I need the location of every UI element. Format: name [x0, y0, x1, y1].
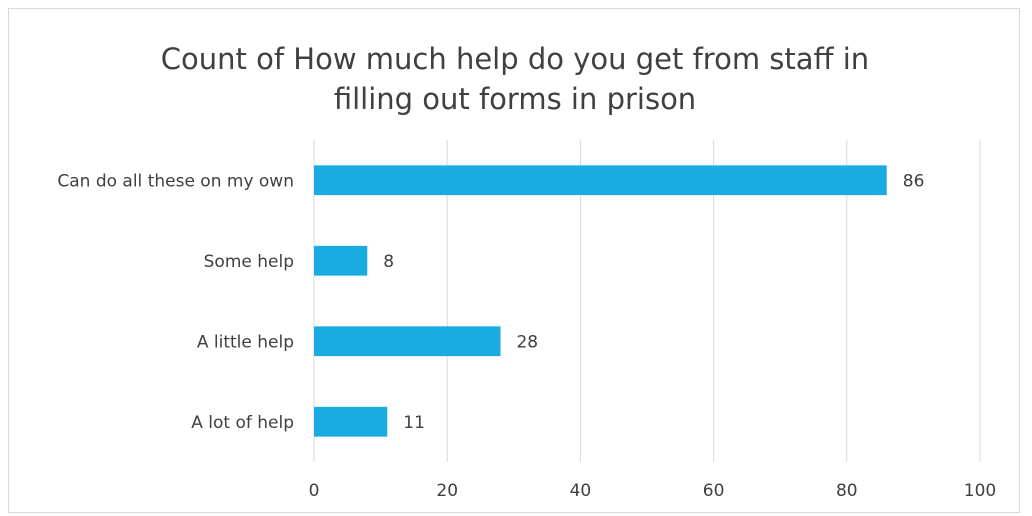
category-label: Some help [204, 252, 294, 272]
data-label: 28 [516, 332, 538, 352]
x-tick-label: 100 [964, 481, 996, 501]
bar [314, 406, 388, 437]
category-label: A lot of help [191, 413, 294, 433]
chart-frame: Count of How much help do you get from s… [8, 8, 1020, 513]
x-tick-label: 0 [309, 481, 320, 501]
category-label: A little help [197, 332, 294, 352]
x-tick-label: 60 [703, 481, 725, 501]
bar [314, 245, 368, 276]
x-tick-label: 80 [836, 481, 858, 501]
chart-title-line-1: Count of How much help do you get from s… [160, 42, 870, 76]
bar [314, 326, 501, 357]
x-tick-label: 20 [436, 481, 458, 501]
chart-title: Count of How much help do you get from s… [9, 39, 1021, 119]
data-label: 86 [903, 171, 925, 191]
bar [314, 165, 887, 196]
x-tick-label: 40 [570, 481, 592, 501]
data-label: 11 [403, 413, 425, 433]
chart-title-line-2: filling out forms in prison [333, 82, 697, 116]
category-label: Can do all these on my own [57, 171, 294, 191]
data-label: 8 [383, 252, 394, 272]
